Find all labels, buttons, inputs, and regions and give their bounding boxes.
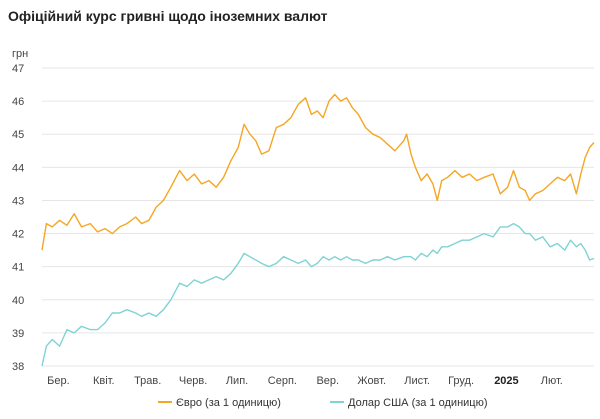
legend-label: Євро (за 1 одиницю) (176, 397, 281, 409)
y-tick-label: 45 (12, 129, 24, 141)
y-tick-label: 46 (12, 96, 24, 108)
series-line-0 (41, 93, 595, 251)
y-tick-label: 40 (12, 295, 24, 307)
x-tick-label: Трав. (134, 375, 161, 387)
y-tick-label: 39 (12, 328, 24, 340)
series-line-1 (41, 222, 595, 367)
x-tick-label: Лип. (226, 375, 248, 387)
y-tick-label: 43 (12, 195, 24, 207)
legend: Євро (за 1 одиницю) Долар США (за 1 одини… (158, 397, 488, 409)
x-axis: Бер. Квіт. Трав. Черв. Лип. Серп. Вер. Жовт. Лис… (47, 375, 563, 387)
x-tick-label: Жовт. (357, 375, 386, 387)
x-tick-label: Квіт. (93, 375, 115, 387)
y-tick-label: 42 (12, 229, 24, 241)
y-tick-label: 44 (12, 162, 24, 174)
x-tick-label: Бер. (47, 375, 70, 387)
series-lines (41, 93, 595, 367)
x-tick-label: Лист. (404, 375, 430, 387)
y-axis: 38 39 40 41 42 43 44 45 46 47 (12, 63, 24, 373)
legend-label: Долар США (за 1 одиницю) (348, 397, 488, 409)
x-tick-label: Серп. (268, 375, 297, 387)
y-tick-label: 47 (12, 63, 24, 75)
x-tick-label: Груд. (448, 375, 474, 387)
grid-lines (42, 67, 594, 367)
x-tick-label: Лют. (541, 375, 563, 387)
y-axis-unit: грн (12, 48, 28, 60)
x-tick-label: Черв. (179, 375, 207, 387)
chart-title: Офіційний курс гривні щодо іноземних вал… (8, 8, 328, 24)
x-tick-label: 2025 (494, 375, 518, 387)
y-tick-label: 41 (12, 262, 24, 274)
x-tick-label: Вер. (316, 375, 339, 387)
y-tick-label: 38 (12, 361, 24, 373)
